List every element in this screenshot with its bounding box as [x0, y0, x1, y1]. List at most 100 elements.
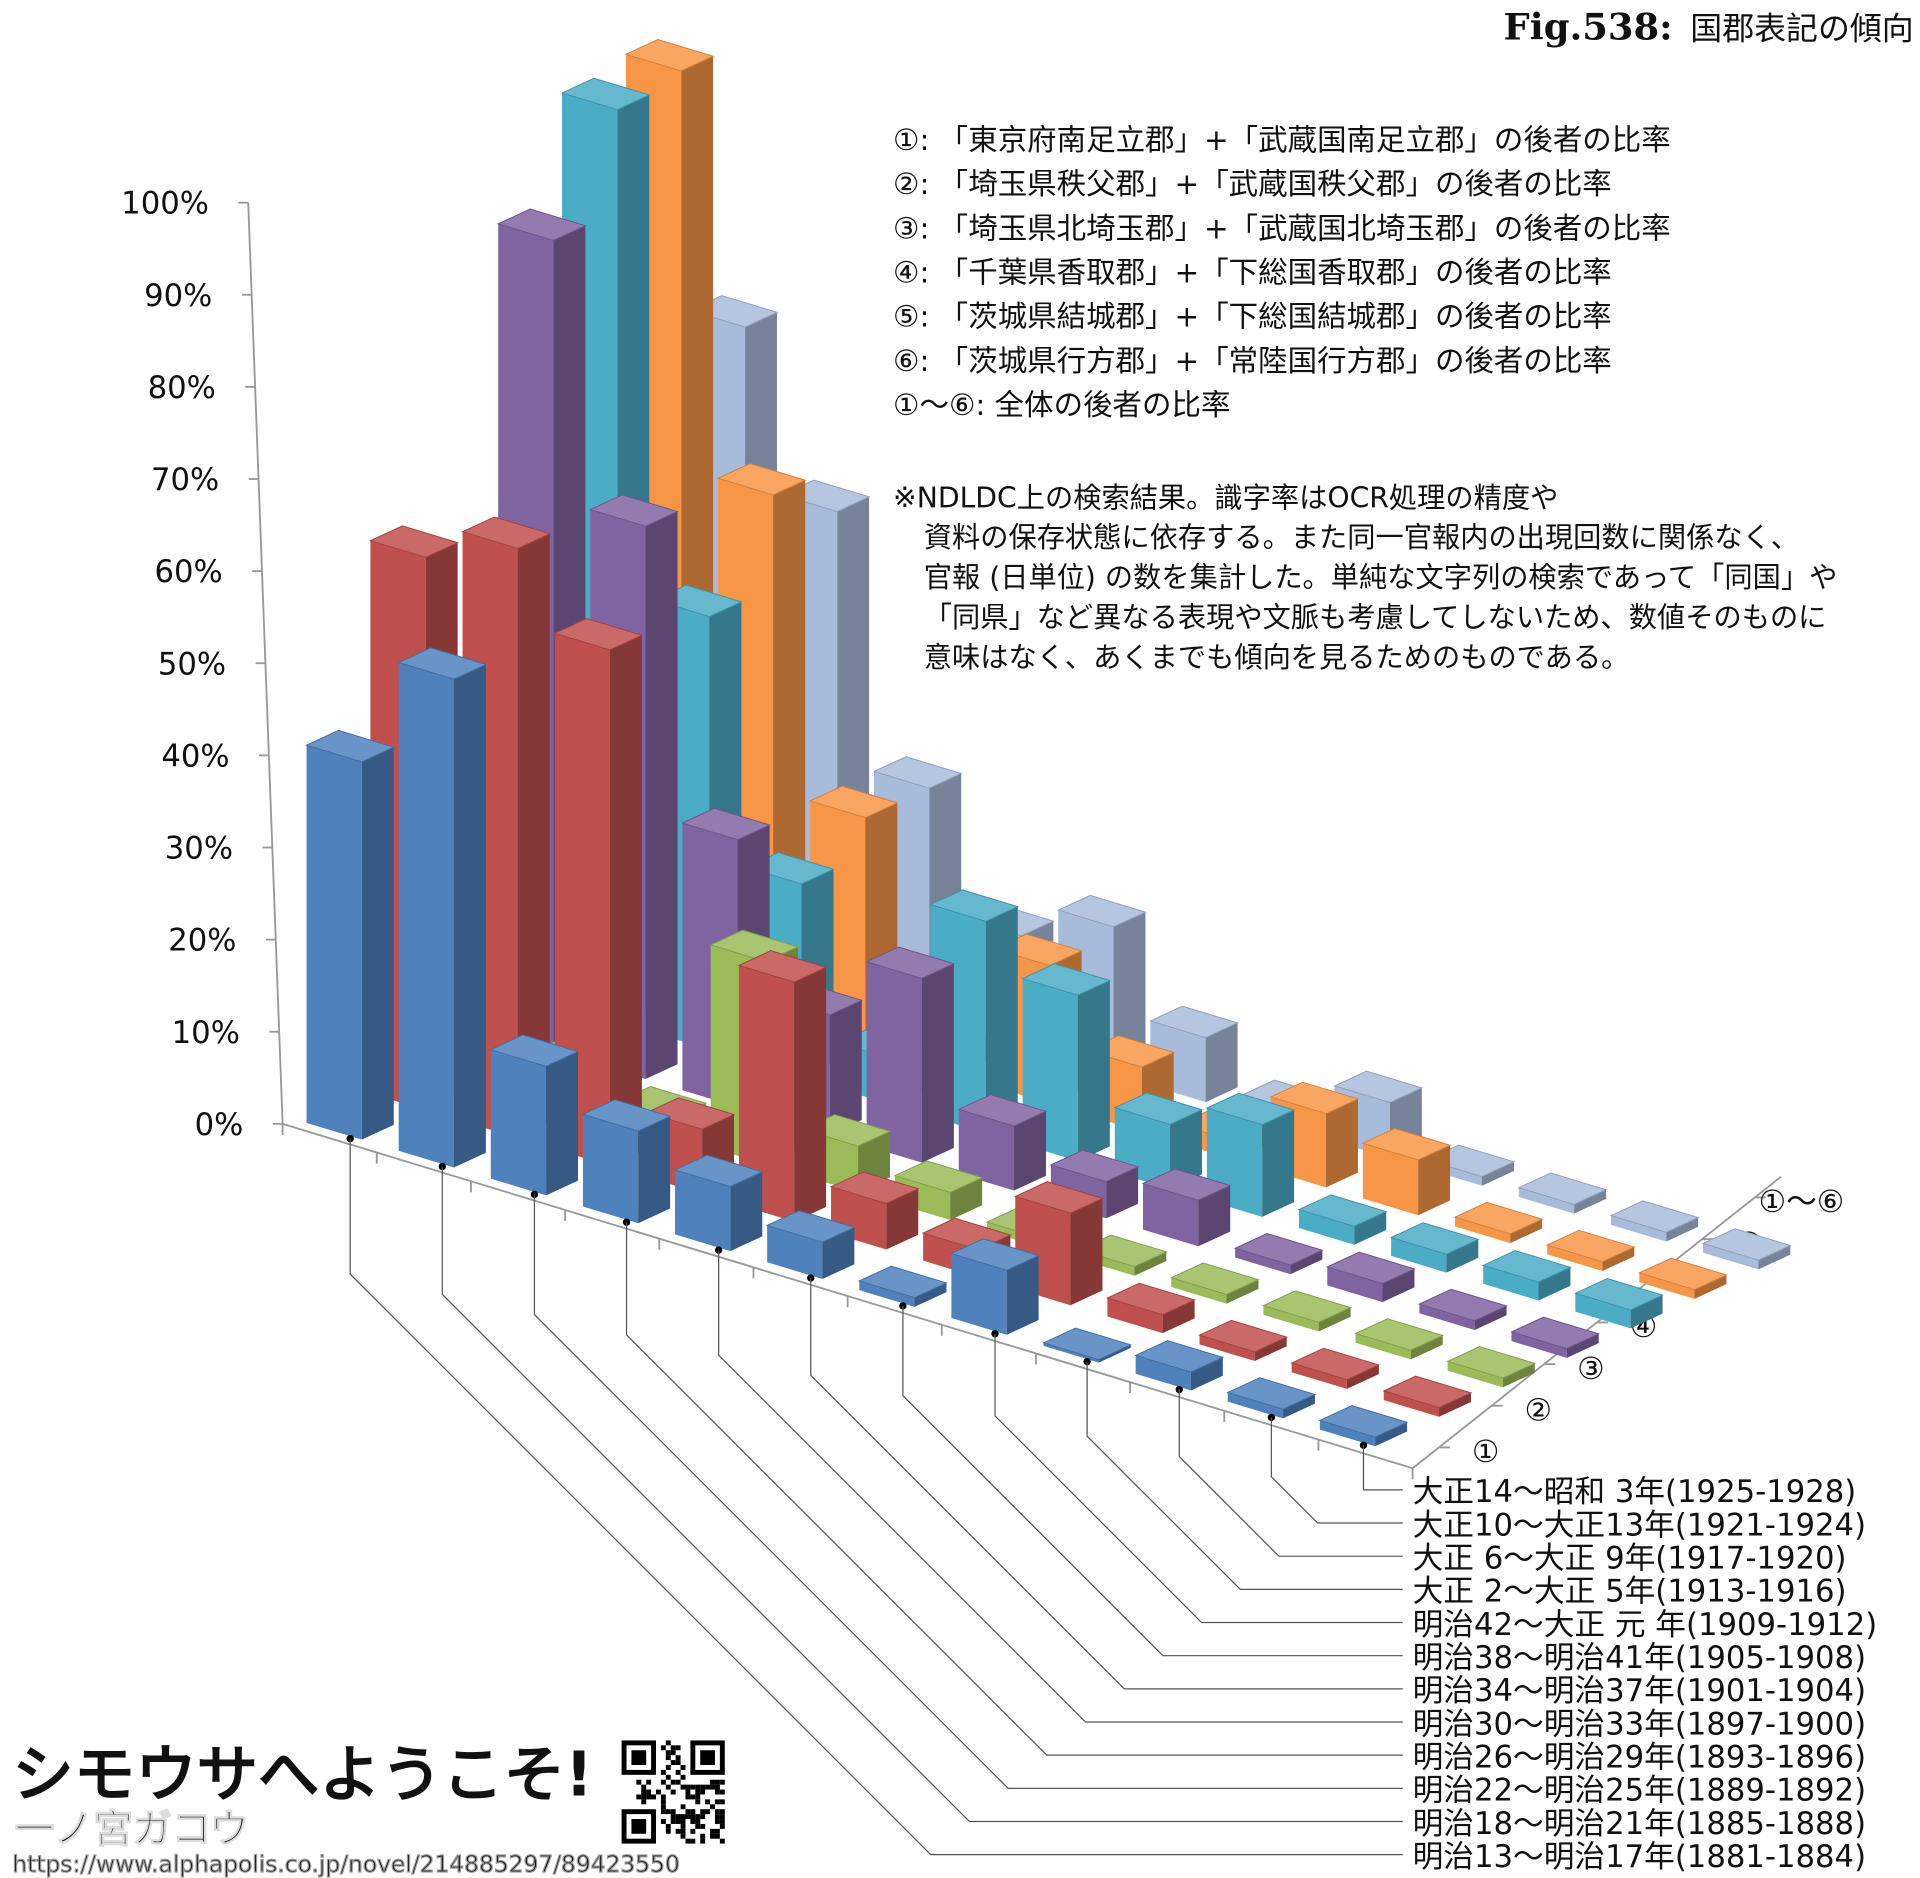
bar-front-face: [1143, 1183, 1199, 1247]
legend-item: ⑥: 「茨城県行方郡」+「常陸国行方郡」の後者の比率: [893, 344, 1612, 378]
bar-top-face: [1297, 1194, 1388, 1227]
bar-side-face: [1510, 1219, 1543, 1244]
category-label: 明治26〜明治29年(1893-1896): [1413, 1740, 1866, 1775]
bar-front-face: [554, 633, 610, 1166]
bar-front-face: [958, 1109, 1015, 1191]
y-tick-label: 50%: [158, 647, 226, 682]
qr-module: [665, 1774, 671, 1780]
qr-module: [710, 1779, 715, 1785]
qr-module: [646, 1779, 652, 1785]
qr-module: [690, 1819, 696, 1824]
qr-module: [680, 1774, 686, 1780]
bar-side-face: [1290, 1250, 1323, 1275]
bar-side-face: [1375, 1422, 1408, 1447]
qr-module: [675, 1828, 681, 1834]
bar: [1325, 1251, 1416, 1303]
bar-side-face: [730, 1171, 763, 1252]
qr-module: [656, 1789, 661, 1795]
bar-front-face: [738, 965, 795, 1222]
bar-top-face: [1354, 1318, 1445, 1351]
qr-finder: [631, 1819, 647, 1834]
bar: [1573, 1277, 1664, 1329]
series-label: ①: [1472, 1435, 1500, 1470]
qr-module: [690, 1794, 696, 1800]
bar: [1106, 1282, 1196, 1334]
svg-text:Fig.538: 国郡表記の傾向: Fig.538: 国郡表記の傾向: [1504, 4, 1914, 48]
qr-module: [714, 1779, 720, 1785]
bar-front-face: [1419, 1304, 1475, 1330]
bar-top-face: [1637, 1257, 1728, 1291]
bar-top-face: [560, 77, 651, 111]
bar-side-face: [546, 1051, 579, 1196]
qr-module: [700, 1784, 706, 1790]
qr-module: [641, 1799, 647, 1805]
bar: [581, 1099, 672, 1224]
qr-finder: [631, 1750, 647, 1766]
qr-module: [680, 1823, 686, 1829]
bar: [1226, 1377, 1317, 1419]
qr-module: [646, 1794, 652, 1800]
category-label: 明治22〜明治25年(1889-1892): [1413, 1774, 1866, 1809]
watermark-url: https://www.alphapolis.co.jp/novel/21488…: [12, 1850, 679, 1878]
bar-side-face: [1077, 980, 1110, 1162]
bar-side-face: [361, 747, 394, 1140]
bar-side-face: [1446, 1239, 1479, 1273]
qr-module: [719, 1779, 725, 1785]
bar-side-face: [1134, 1251, 1167, 1276]
bar-front-face: [1355, 1333, 1411, 1360]
legend-item: ③: 「埼玉県北埼玉郡」+「武蔵国北埼玉郡」の後者の比率: [893, 211, 1671, 245]
y-tick-label: 60%: [154, 555, 222, 590]
qr-module: [719, 1819, 725, 1824]
qr-module: [651, 1794, 657, 1800]
bar-side-face: [829, 1000, 862, 1135]
bar-top-face: [1148, 1005, 1239, 1039]
bar-front-face: [767, 1225, 823, 1279]
bar-side-face: [914, 1282, 947, 1307]
bar-top-face: [1446, 1346, 1537, 1379]
qr-module: [665, 1823, 671, 1829]
bar-front-face: [1199, 1335, 1255, 1362]
leader-line: [533, 1194, 1403, 1789]
bar-side-face: [1482, 1161, 1514, 1186]
bar-side-face: [645, 511, 678, 1080]
bar-top-face: [1573, 1277, 1664, 1311]
bar-top-face: [681, 807, 772, 841]
qr-module: [690, 1784, 696, 1790]
qr-module: [690, 1809, 696, 1815]
bar-top-face: [865, 946, 956, 979]
qr-module: [665, 1750, 671, 1756]
bar-front-face: [1639, 1272, 1695, 1299]
bar-side-face: [1502, 1363, 1535, 1388]
y-tick-label: 10%: [172, 1016, 240, 1051]
bar-top-face: [461, 516, 552, 549]
qr-code: [621, 1740, 725, 1844]
bar-top-face: [1113, 1092, 1204, 1125]
bar-front-face: [1518, 1187, 1575, 1214]
bar-side-face: [1439, 1392, 1471, 1417]
watermark-headline: シモウサへようこそ!: [12, 1740, 593, 1811]
bar-side-face: [1262, 1109, 1295, 1217]
bar-side-face: [950, 1177, 983, 1221]
qr-module: [685, 1838, 691, 1844]
bar: [1198, 1319, 1289, 1362]
y-tick-label: 40%: [161, 739, 229, 774]
qr-module: [714, 1799, 720, 1805]
bar-top-face: [1169, 1262, 1260, 1295]
qr-module: [665, 1809, 671, 1815]
qr-module: [700, 1833, 706, 1839]
bar-top-face: [950, 1238, 1040, 1271]
qr-module: [705, 1784, 711, 1790]
bar-top-face: [553, 618, 644, 651]
bar: [489, 1034, 580, 1196]
bar-front-face: [1291, 1362, 1347, 1389]
bar-top-face: [1021, 963, 1112, 996]
bar: [1637, 1257, 1728, 1299]
bar-top-face: [893, 1160, 984, 1193]
qr-module: [680, 1804, 686, 1810]
bar-side-face: [1474, 1306, 1507, 1330]
qr-module: [675, 1769, 681, 1775]
qr-module: [714, 1784, 720, 1790]
bar-side-face: [1254, 1337, 1287, 1362]
bar-front-face: [1263, 1305, 1319, 1332]
